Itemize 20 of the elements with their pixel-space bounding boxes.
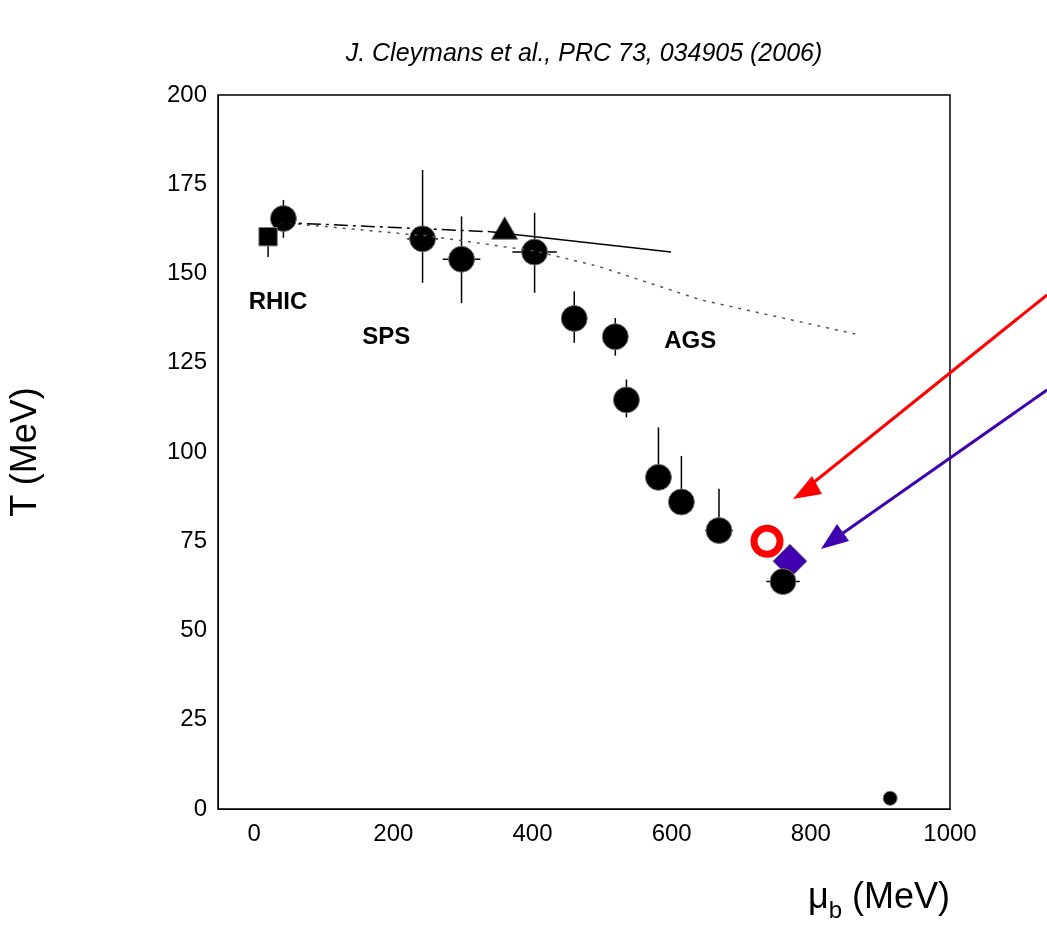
- annotation: AGS: [664, 325, 717, 353]
- x-tick-label: 200: [373, 819, 414, 847]
- y-tick-label: 150: [166, 258, 207, 286]
- x-tick-label: 1000: [923, 819, 977, 847]
- y-tick-label: 0: [193, 793, 207, 821]
- y-tick-label: 100: [166, 436, 207, 464]
- y-tick-label: 50: [180, 615, 207, 643]
- y-tick-label: 25: [180, 704, 207, 732]
- x-tick-label: 0: [247, 819, 261, 847]
- x-tick-label: 600: [651, 819, 692, 847]
- x-tick-label: 800: [790, 819, 831, 847]
- chart-title: J. Cleymans et al., PRC 73, 034905 (2006): [344, 38, 824, 67]
- y-tick-label: 75: [180, 525, 207, 553]
- y-tick-label: 175: [166, 168, 207, 196]
- y-tick-label: 125: [166, 347, 207, 375]
- y-axis-title: T (MeV): [2, 387, 44, 517]
- x-tick-label: 400: [512, 819, 553, 847]
- annotation: RHIC: [248, 286, 308, 314]
- annotation: SPS: [362, 322, 411, 350]
- y-tick-label: 200: [166, 79, 207, 107]
